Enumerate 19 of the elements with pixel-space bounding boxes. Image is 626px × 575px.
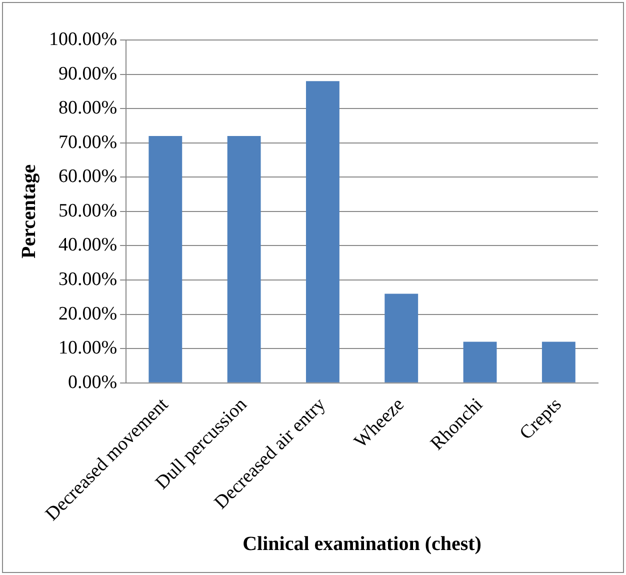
bar	[542, 342, 576, 382]
y-tick-label: 10.00%	[58, 338, 118, 359]
y-tick-label: 100.00%	[49, 28, 118, 50]
x-axis-title: Clinical examination (chest)	[242, 533, 482, 556]
bar	[148, 136, 182, 382]
y-tick-label: 60.00%	[58, 166, 118, 188]
y-axis-title: Percentage	[18, 164, 40, 258]
y-tick-label: 50.00%	[58, 200, 118, 222]
y-tick-label: 90.00%	[58, 63, 118, 84]
y-tick-label: 40.00%	[58, 234, 118, 256]
y-tick-label: 0.00%	[68, 372, 118, 393]
bar	[227, 136, 261, 382]
y-tick-label: 30.00%	[58, 268, 118, 290]
y-tick-label: 80.00%	[58, 98, 118, 119]
bar	[463, 342, 497, 382]
bar	[384, 294, 418, 382]
y-tick-label: 20.00%	[58, 303, 118, 324]
y-tick-label: 70.00%	[58, 132, 118, 153]
bar	[306, 81, 340, 382]
